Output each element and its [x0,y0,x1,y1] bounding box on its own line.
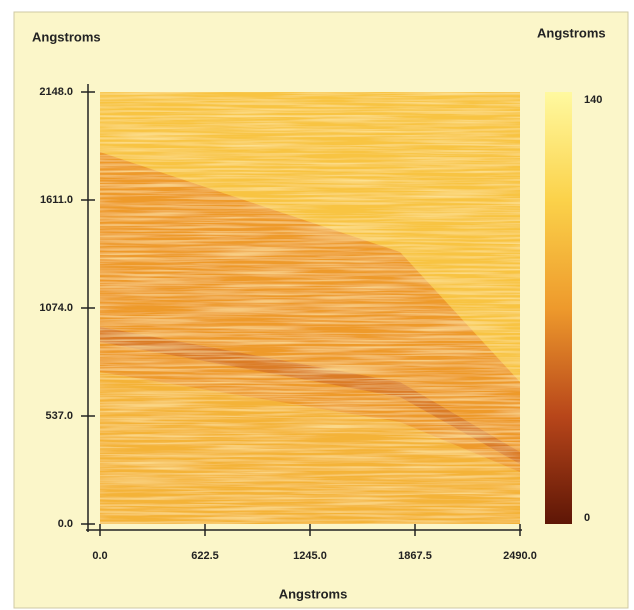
y-tick-label: 1074.0 [39,302,73,314]
y-axis-label: Angstroms [32,29,101,44]
x-tick-label: 1245.0 [293,550,327,562]
lower-terrace [100,372,520,524]
y-tick-label: 2148.0 [39,86,73,98]
x-tick-label: 622.5 [191,550,219,562]
colorbar-tick-label: 140 [584,94,602,106]
colorbar-label: Angstroms [537,25,606,40]
step-edge [100,327,520,464]
colorbar [545,92,572,524]
x-tick-label: 2490.0 [503,550,537,562]
x-axis-label: Angstroms [279,586,348,601]
x-tick-label: 1867.5 [398,550,432,562]
x-tick-label: 0.0 [92,550,107,562]
y-tick-label: 1611.0 [40,194,73,206]
y-tick-label: 537.0 [45,410,73,422]
colorbar-tick-label: 0 [584,512,590,524]
y-tick-label: 0.0 [58,518,73,530]
upper-terrace [100,92,520,382]
afm-image [100,92,520,524]
